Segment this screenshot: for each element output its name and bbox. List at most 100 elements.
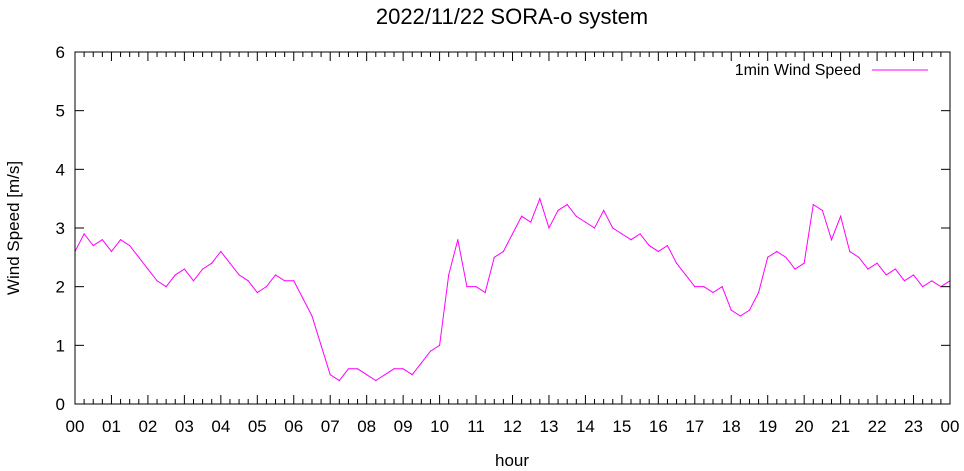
x-tick-label: 17 xyxy=(685,417,704,436)
x-tick-label: 12 xyxy=(503,417,522,436)
data-point xyxy=(867,268,869,270)
y-axis-label: Wind Speed [m/s] xyxy=(4,161,23,295)
data-point xyxy=(612,227,614,229)
data-point xyxy=(484,291,486,294)
chart-title: 2022/11/22 SORA-o system xyxy=(376,4,648,29)
data-point xyxy=(530,221,532,223)
x-tick-label: 14 xyxy=(576,417,595,436)
x-axis-label: hour xyxy=(495,451,529,470)
data-point xyxy=(648,245,650,247)
data-point xyxy=(101,239,103,241)
data-point xyxy=(675,262,678,264)
data-point xyxy=(703,286,705,288)
data-point xyxy=(712,291,714,294)
data-point xyxy=(329,374,331,376)
data-point xyxy=(730,309,732,311)
data-point xyxy=(138,256,140,258)
data-point xyxy=(119,239,122,241)
data-point xyxy=(876,262,878,264)
data-point xyxy=(548,227,550,229)
data-point xyxy=(147,268,149,270)
data-point xyxy=(110,250,113,253)
data-point xyxy=(174,274,176,276)
data-point xyxy=(794,268,796,270)
data-point xyxy=(129,245,131,247)
data-point xyxy=(475,286,477,288)
data-point xyxy=(247,280,249,282)
x-tick-label: 03 xyxy=(175,417,194,436)
x-tick-label: 09 xyxy=(394,417,413,436)
data-point xyxy=(630,239,632,241)
data-point xyxy=(557,209,559,211)
data-point xyxy=(438,344,441,346)
data-point xyxy=(593,227,596,229)
x-tick-label: 21 xyxy=(831,417,850,436)
data-point xyxy=(803,262,805,264)
data-point xyxy=(202,268,204,270)
data-point xyxy=(830,239,833,241)
data-point xyxy=(858,256,860,258)
data-point xyxy=(256,291,258,294)
data-point xyxy=(302,297,304,299)
x-tick-label: 01 xyxy=(102,417,121,436)
x-tick-label: 08 xyxy=(357,417,376,436)
data-point xyxy=(192,280,195,282)
data-point xyxy=(448,274,450,276)
y-tick-label: 4 xyxy=(56,160,65,179)
y-tick-label: 1 xyxy=(56,336,65,355)
data-point xyxy=(603,209,605,211)
legend-label-1min-wind-speed: 1min Wind Speed xyxy=(735,62,861,79)
plot-frame xyxy=(74,51,951,405)
data-point xyxy=(539,198,541,200)
data-point xyxy=(238,274,240,276)
data-point xyxy=(721,286,723,288)
data-point xyxy=(922,286,924,288)
data-point xyxy=(657,250,659,253)
data-point xyxy=(739,315,741,317)
data-point xyxy=(685,274,687,276)
x-tick-label: 15 xyxy=(612,417,631,436)
data-point xyxy=(849,250,851,253)
data-point xyxy=(785,256,787,258)
x-tick-label: 05 xyxy=(248,417,267,436)
data-point xyxy=(903,280,906,282)
x-tick-label: 16 xyxy=(649,417,668,436)
data-point xyxy=(293,280,295,282)
data-point xyxy=(338,379,340,382)
data-point xyxy=(356,368,359,370)
data-point xyxy=(639,233,641,235)
data-point xyxy=(92,245,94,247)
data-point xyxy=(429,350,432,352)
data-point xyxy=(220,250,222,253)
data-point xyxy=(229,262,231,264)
x-tick-label: 18 xyxy=(722,417,741,436)
y-tick-label: 2 xyxy=(56,278,65,297)
data-point xyxy=(894,268,896,270)
x-tick-label: 23 xyxy=(904,417,923,436)
data-point xyxy=(402,368,404,370)
data-point xyxy=(757,291,760,294)
y-tick-label: 3 xyxy=(56,219,65,238)
data-point xyxy=(912,274,915,276)
data-point xyxy=(411,374,413,376)
data-point xyxy=(821,209,824,211)
data-point xyxy=(575,215,577,217)
data-point xyxy=(320,344,322,346)
x-tick-label: 13 xyxy=(539,417,558,436)
data-point xyxy=(566,203,568,206)
series-line-0 xyxy=(74,197,951,382)
data-point xyxy=(311,315,313,317)
data-point xyxy=(666,245,669,247)
data-point xyxy=(375,379,377,382)
data-point xyxy=(748,309,751,311)
data-point xyxy=(165,286,167,288)
legend: 1min Wind Speed xyxy=(735,62,928,79)
x-tick-label: 22 xyxy=(868,417,887,436)
data-point xyxy=(384,374,386,376)
x-tick-label: 11 xyxy=(467,417,485,436)
y-tick-label: 6 xyxy=(56,43,65,62)
data-point xyxy=(812,203,814,206)
x-tick-label: 19 xyxy=(758,417,777,436)
x-tick-label: 00 xyxy=(66,417,85,436)
